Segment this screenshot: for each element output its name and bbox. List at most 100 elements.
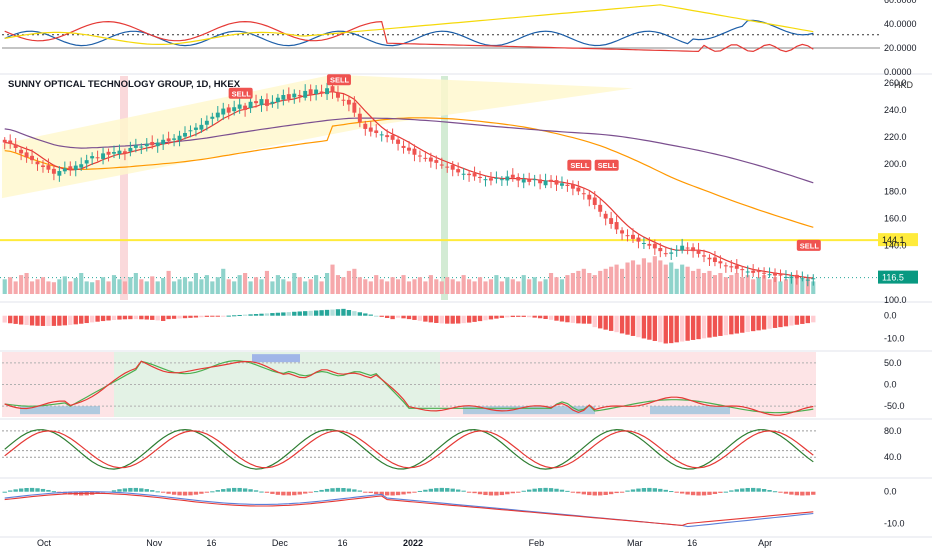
candle-body bbox=[423, 157, 428, 159]
volume-bar bbox=[395, 279, 401, 294]
bottom-histogram-bar bbox=[24, 488, 29, 492]
bottom-histogram-bar bbox=[417, 490, 423, 492]
macd-histogram-bar bbox=[679, 315, 685, 342]
macd-histogram-bar bbox=[472, 315, 477, 322]
candle-body bbox=[401, 145, 406, 148]
y-tick-label: 160.0 bbox=[884, 214, 907, 224]
volume-bar bbox=[182, 277, 188, 294]
y-tick-label: 100.0 bbox=[884, 295, 907, 305]
macd-histogram-bar bbox=[275, 312, 281, 316]
macd-histogram-bar bbox=[84, 315, 89, 324]
candle-body bbox=[248, 101, 253, 109]
candle-body bbox=[805, 279, 810, 281]
macd-histogram-bar bbox=[477, 315, 483, 322]
bottom-histogram-bar bbox=[603, 491, 608, 495]
candle-body bbox=[762, 272, 767, 274]
volume-bar bbox=[434, 279, 439, 294]
candle-body bbox=[505, 176, 510, 181]
bottom-histogram-bar bbox=[537, 488, 543, 492]
candle-body bbox=[581, 193, 586, 195]
x-tick-label: Nov bbox=[146, 538, 163, 548]
volume-bar bbox=[652, 256, 657, 294]
macd-histogram-bar bbox=[669, 315, 674, 344]
bottom-histogram-bar bbox=[122, 488, 128, 492]
candle-body bbox=[412, 148, 417, 155]
volume-bar bbox=[570, 273, 575, 294]
bottom-histogram-bar bbox=[789, 491, 794, 495]
bottom-histogram-bar bbox=[805, 491, 810, 496]
volume-bar bbox=[297, 277, 302, 294]
bottom-histogram-bar bbox=[565, 490, 570, 492]
bottom-histogram-bar bbox=[794, 491, 800, 496]
volume-bar bbox=[521, 275, 526, 294]
candle-body bbox=[73, 165, 78, 170]
adx-red-line bbox=[4, 20, 814, 53]
stoch-zone-box bbox=[20, 406, 100, 415]
candle-body bbox=[734, 265, 739, 269]
bottom-histogram-bar bbox=[384, 491, 390, 496]
candle-body bbox=[68, 166, 73, 170]
bottom-histogram-bar bbox=[270, 491, 275, 494]
candle-body bbox=[439, 164, 444, 166]
volume-bar bbox=[133, 273, 138, 294]
bottom-histogram-bar bbox=[800, 491, 805, 496]
macd-histogram-bar bbox=[505, 315, 510, 318]
macd-histogram-bar bbox=[603, 315, 608, 330]
bottom-histogram-bar bbox=[718, 491, 723, 493]
macd-histogram-bar bbox=[439, 315, 444, 324]
candle-body bbox=[385, 135, 390, 138]
bottom-histogram-bar bbox=[461, 490, 466, 492]
candle-body bbox=[150, 141, 155, 146]
volume-bar bbox=[680, 264, 685, 294]
macd-histogram-bar bbox=[516, 315, 521, 317]
ma-orange-line bbox=[4, 117, 814, 228]
macd-histogram-bar bbox=[570, 315, 576, 323]
candle-body bbox=[314, 89, 319, 95]
sell-marker-label: SELL bbox=[800, 241, 820, 250]
bottom-histogram-bar bbox=[18, 488, 24, 492]
stoch-red-line bbox=[4, 360, 814, 416]
x-tick-label: Apr bbox=[758, 538, 772, 548]
macd-histogram-bar bbox=[346, 310, 352, 316]
volume-bar bbox=[663, 264, 668, 294]
macd-histogram-bar bbox=[133, 315, 139, 320]
bottom-histogram-bar bbox=[636, 488, 641, 492]
macd-histogram-bar bbox=[537, 315, 543, 319]
macd-histogram-bar bbox=[2, 315, 7, 323]
candle-body bbox=[696, 249, 701, 254]
volume-bar bbox=[68, 281, 73, 294]
candle-body bbox=[445, 166, 450, 168]
volume-bar bbox=[505, 277, 510, 294]
macd-histogram-bar bbox=[155, 315, 160, 321]
macd-histogram-bar bbox=[281, 312, 286, 316]
bottom-histogram-bar bbox=[543, 487, 548, 492]
macd-histogram-bar bbox=[40, 315, 46, 326]
volume-bar bbox=[428, 275, 433, 294]
volume-bar bbox=[658, 260, 663, 294]
macd-histogram-bar bbox=[270, 313, 275, 316]
bottom-histogram-bar bbox=[253, 490, 259, 492]
bottom-histogram-bar bbox=[330, 488, 335, 492]
bottom-histogram-bar bbox=[242, 488, 248, 492]
bottom-histogram-bar bbox=[701, 491, 707, 496]
price-panel: SUNNY OPTICAL TECHNOLOGY GROUP, 1D, HKEX… bbox=[0, 74, 918, 294]
volume-bar bbox=[46, 281, 51, 294]
macd-histogram-bar bbox=[412, 315, 417, 320]
volume-bar bbox=[150, 276, 155, 294]
bottom-histogram-bar bbox=[303, 491, 308, 494]
bottom-histogram-bar bbox=[264, 491, 270, 493]
candle-body bbox=[625, 235, 630, 237]
candle-body bbox=[467, 173, 472, 176]
bottom-histogram-bar bbox=[46, 489, 51, 492]
volume-bar bbox=[488, 279, 494, 294]
candle-body bbox=[346, 99, 351, 105]
volume-bar bbox=[232, 281, 237, 294]
volume-bar bbox=[811, 281, 816, 294]
volume-bar bbox=[84, 281, 89, 294]
volume-bar bbox=[29, 281, 35, 294]
bottom-histogram-bar bbox=[499, 491, 505, 496]
x-tick-label: 16 bbox=[687, 538, 697, 548]
bottom-histogram-bar bbox=[608, 491, 614, 495]
macd-histogram-bar bbox=[811, 315, 816, 323]
